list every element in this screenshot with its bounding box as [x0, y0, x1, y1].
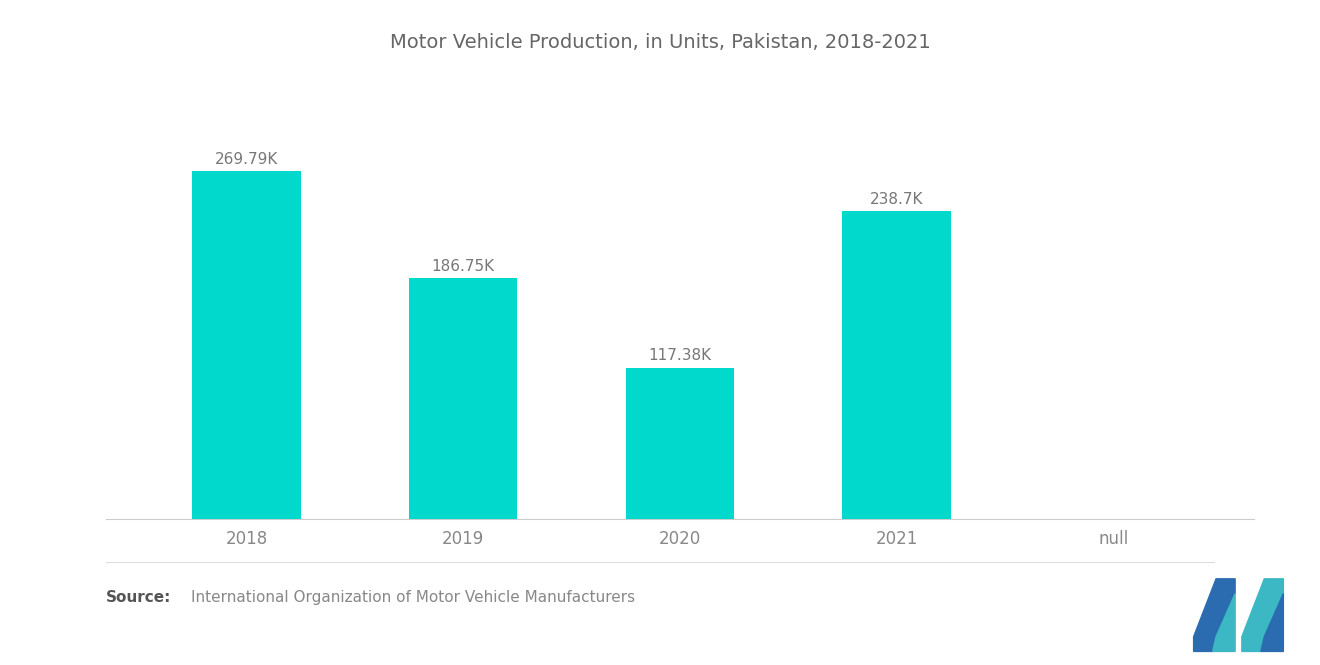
Text: International Organization of Motor Vehicle Manufacturers: International Organization of Motor Vehi…	[191, 590, 635, 605]
Text: 117.38K: 117.38K	[648, 348, 711, 363]
Text: 238.7K: 238.7K	[870, 192, 923, 207]
Bar	[842, 211, 950, 519]
Bar	[626, 368, 734, 519]
Polygon shape	[1261, 593, 1283, 652]
Text: 269.79K: 269.79K	[215, 152, 279, 167]
Text: Source:: Source:	[106, 590, 172, 605]
Polygon shape	[1213, 593, 1236, 652]
Bar	[409, 279, 517, 519]
Polygon shape	[1193, 579, 1236, 652]
Text: 186.75K: 186.75K	[432, 259, 495, 274]
Bar	[193, 172, 301, 519]
Polygon shape	[1242, 579, 1283, 652]
Text: Motor Vehicle Production, in Units, Pakistan, 2018-2021: Motor Vehicle Production, in Units, Paki…	[389, 33, 931, 53]
